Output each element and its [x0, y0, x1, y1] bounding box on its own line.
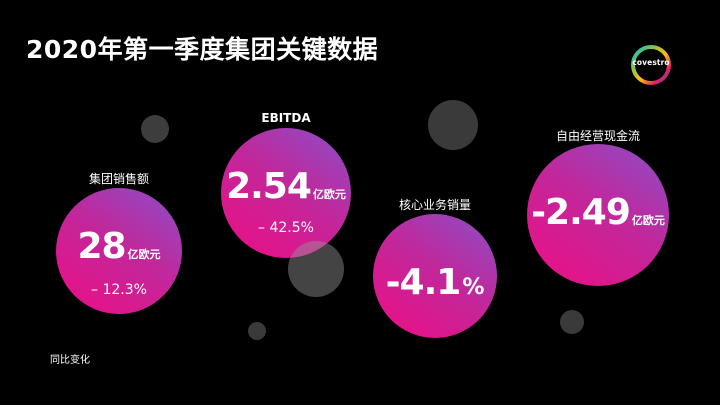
kpi-bubble-cashflow [527, 144, 669, 286]
kpi-value-ebitda: 2.54 [226, 166, 312, 207]
covestro-logo: covestro [630, 44, 672, 86]
decor-bubble [428, 100, 478, 150]
kpi-value-cashflow: -2.49 [531, 192, 631, 233]
kpi-value-ebitda-row: 2.54 亿欧元 [221, 166, 351, 207]
decor-bubble [248, 322, 266, 340]
decor-bubble [560, 310, 584, 334]
kpi-label-sales: 集团销售额 [88, 172, 149, 186]
kpi-unit-cashflow: 亿欧元 [631, 214, 665, 227]
kpi-label-cashflow: 自由经营现金流 [555, 129, 640, 143]
kpi-change-ebitda: – 42.5% [258, 220, 314, 236]
kpi-label-volume: 核心业务销量 [398, 198, 471, 212]
kpi-value-sales-row: 28 亿欧元 [56, 226, 182, 267]
kpi-value-sales: 28 [77, 226, 126, 267]
kpi-change-sales: – 12.3% [91, 282, 147, 298]
kpi-unit-ebitda: 亿欧元 [312, 188, 346, 201]
logo-ring-icon [631, 45, 671, 85]
kpi-value-volume: -4.1 [385, 262, 462, 303]
kpi-value-volume-row: -4.1 % [373, 262, 497, 303]
kpi-bubble-ebitda [221, 128, 351, 258]
logo-text: covestro [632, 58, 670, 67]
decor-bubble [141, 115, 169, 143]
kpi-unit-volume: % [462, 275, 485, 300]
kpi-label-ebitda: EBITDA [261, 111, 311, 125]
kpi-unit-sales: 亿欧元 [127, 248, 161, 261]
kpi-value-cashflow-row: -2.49 亿欧元 [527, 192, 669, 233]
footnote: 同比变化 [50, 355, 90, 366]
kpi-bubble-sales [56, 188, 182, 314]
decor-bubble-overlay [288, 241, 344, 297]
kpi-bubble-volume [373, 214, 497, 338]
page-title: 2020年第一季度集团关键数据 [26, 35, 379, 64]
